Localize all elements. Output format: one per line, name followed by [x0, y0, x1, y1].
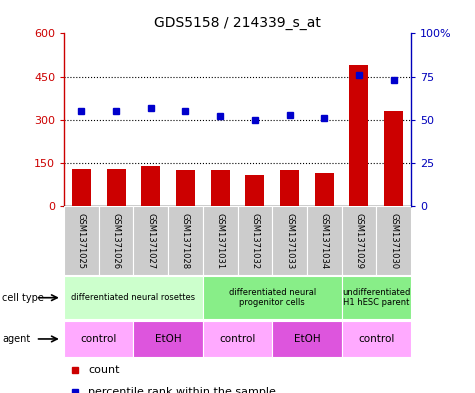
Title: GDS5158 / 214339_s_at: GDS5158 / 214339_s_at	[154, 16, 321, 29]
Text: differentiated neural
progenitor cells: differentiated neural progenitor cells	[228, 288, 316, 307]
Text: GSM1371028: GSM1371028	[181, 213, 190, 269]
Bar	[133, 321, 203, 357]
Text: EtOH: EtOH	[155, 334, 181, 344]
Bar	[280, 170, 299, 206]
Bar	[349, 65, 369, 206]
Bar	[342, 321, 411, 357]
Bar	[176, 170, 195, 206]
Text: control: control	[358, 334, 394, 344]
Text: count: count	[88, 365, 120, 375]
Bar	[307, 206, 342, 275]
Bar	[210, 170, 230, 206]
Bar	[203, 321, 272, 357]
Text: GSM1371029: GSM1371029	[354, 213, 363, 269]
Text: control: control	[81, 334, 117, 344]
Bar	[238, 206, 272, 275]
Text: GSM1371033: GSM1371033	[285, 213, 294, 269]
Text: GSM1371031: GSM1371031	[216, 213, 225, 269]
Bar	[99, 206, 133, 275]
Text: GSM1371027: GSM1371027	[146, 213, 155, 269]
Bar	[106, 169, 126, 206]
Bar	[272, 206, 307, 275]
Text: control: control	[219, 334, 256, 344]
Bar	[203, 276, 342, 320]
Text: cell type: cell type	[2, 293, 44, 303]
Text: differentiated neural rosettes: differentiated neural rosettes	[71, 293, 196, 302]
Bar	[133, 206, 168, 275]
Bar	[342, 276, 411, 320]
Bar	[64, 276, 203, 320]
Text: EtOH: EtOH	[294, 334, 320, 344]
Bar	[314, 173, 334, 206]
Bar	[384, 111, 403, 206]
Text: undifferentiated
H1 hESC parent: undifferentiated H1 hESC parent	[342, 288, 410, 307]
Text: agent: agent	[2, 334, 30, 344]
Text: GSM1371030: GSM1371030	[389, 213, 398, 269]
Bar	[376, 206, 411, 275]
Bar	[342, 206, 376, 275]
Bar	[72, 169, 91, 206]
Text: GSM1371026: GSM1371026	[112, 213, 121, 269]
Bar	[272, 321, 342, 357]
Text: percentile rank within the sample: percentile rank within the sample	[88, 387, 276, 393]
Bar	[203, 206, 238, 275]
Bar	[168, 206, 203, 275]
Text: GSM1371032: GSM1371032	[250, 213, 259, 269]
Bar	[141, 166, 161, 206]
Bar	[64, 206, 99, 275]
Text: GSM1371025: GSM1371025	[77, 213, 86, 269]
Text: GSM1371034: GSM1371034	[320, 213, 329, 269]
Bar	[245, 174, 265, 206]
Bar	[64, 321, 133, 357]
